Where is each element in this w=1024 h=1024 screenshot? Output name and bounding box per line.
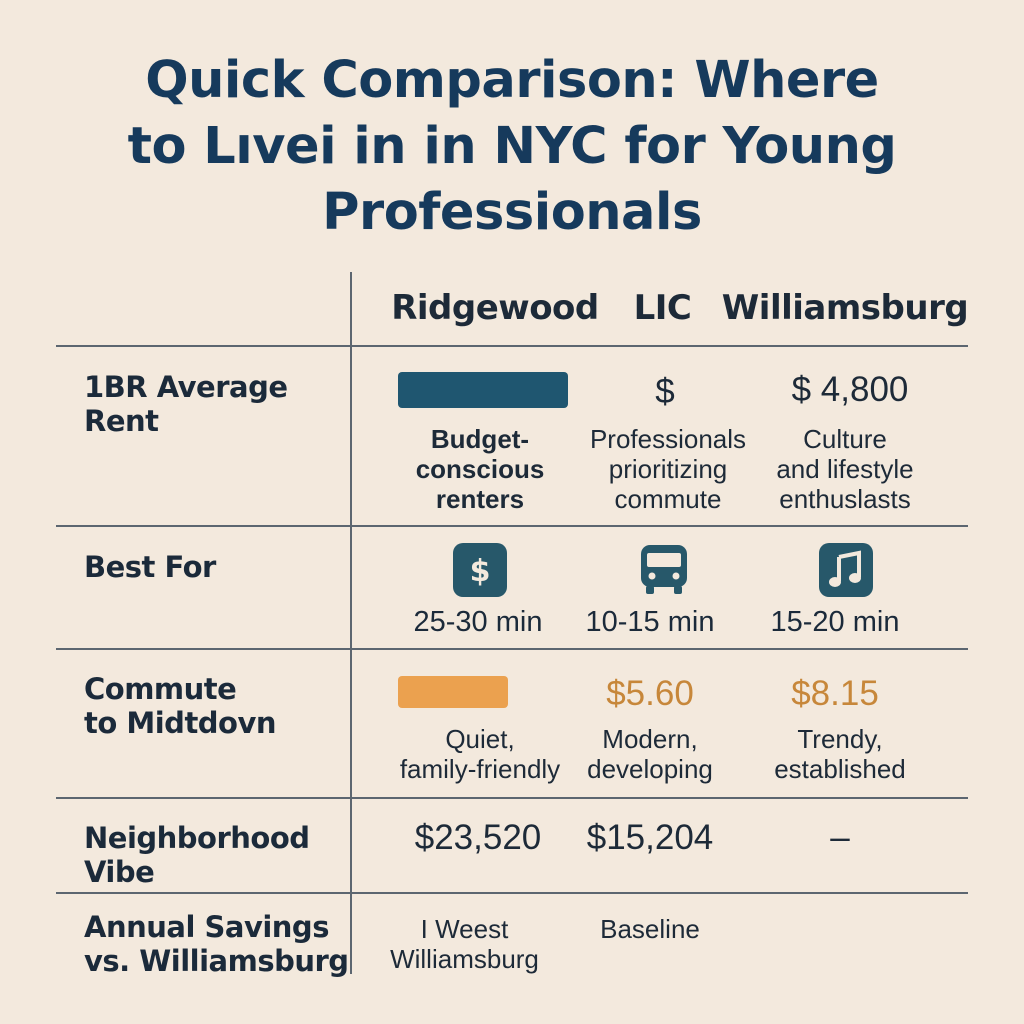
cost-williamsburg: $8.15 xyxy=(791,674,879,713)
rent-williamsburg: $ 4,800 xyxy=(791,370,909,409)
row-label-savings: Annual Savings vs. Williamsburg xyxy=(84,910,349,978)
row-label-rent: 1BR Average Rent xyxy=(84,370,288,438)
page-title: Quick Comparison: Where to Lıvei in in N… xyxy=(0,48,1024,246)
best-for-ridgewood: Budget- conscious renters xyxy=(415,424,545,514)
cost-lic: $5.60 xyxy=(606,674,694,713)
savings-lic: $15,204 xyxy=(586,818,714,857)
row-divider xyxy=(56,648,968,650)
vibe-williamsburg: Trendy, established xyxy=(774,724,906,784)
rent-lic-symbol: $ xyxy=(655,372,675,411)
column-header-lic: LIC xyxy=(633,288,692,328)
title-line-3: Professionals xyxy=(322,183,702,242)
rent-bar-ridgewood xyxy=(398,372,568,408)
dollar-icon: $ xyxy=(453,543,507,597)
best-for-williamsburg: Culture and lifestyle enthuslasts xyxy=(776,424,914,514)
commute-lic: 10-15 min xyxy=(585,606,715,638)
commute-williamsburg: 15-20 min xyxy=(770,606,900,638)
title-line-2: to Lıvei in in NYC for Young xyxy=(127,117,897,176)
row-label-best-for: Best For xyxy=(84,550,216,584)
savings-williamsburg: – xyxy=(830,818,850,857)
music-note-icon xyxy=(819,543,873,597)
column-header-williamsburg: Williamsburg xyxy=(721,288,969,328)
savings-ridgewood: $23,520 xyxy=(414,818,542,857)
row-divider xyxy=(56,345,968,347)
bus-icon xyxy=(637,543,691,597)
column-divider xyxy=(350,272,352,974)
vibe-lic: Modern, developing xyxy=(587,724,713,784)
title-line-1: Quick Comparison: Where xyxy=(145,51,879,110)
row-label-commute: Commute to Midtdovn xyxy=(84,672,277,740)
column-header-ridgewood: Ridgewood xyxy=(391,288,599,328)
best-for-lic: Professionals prioritizing commute xyxy=(589,424,747,514)
row-divider xyxy=(56,797,968,799)
row-divider xyxy=(56,525,968,527)
commute-ridgewood: 25-30 min xyxy=(413,606,543,638)
svg-text:$: $ xyxy=(470,554,491,589)
row-label-vibe: Neighborhood Vibe xyxy=(84,821,310,889)
row-divider xyxy=(56,892,968,894)
commute-bar-ridgewood xyxy=(398,676,508,708)
vibe-ridgewood: Quiet, family-friendly xyxy=(399,724,561,784)
note-ridgewood: I Weest Williamsburg xyxy=(390,914,539,974)
note-lic: Baseline xyxy=(600,914,700,944)
